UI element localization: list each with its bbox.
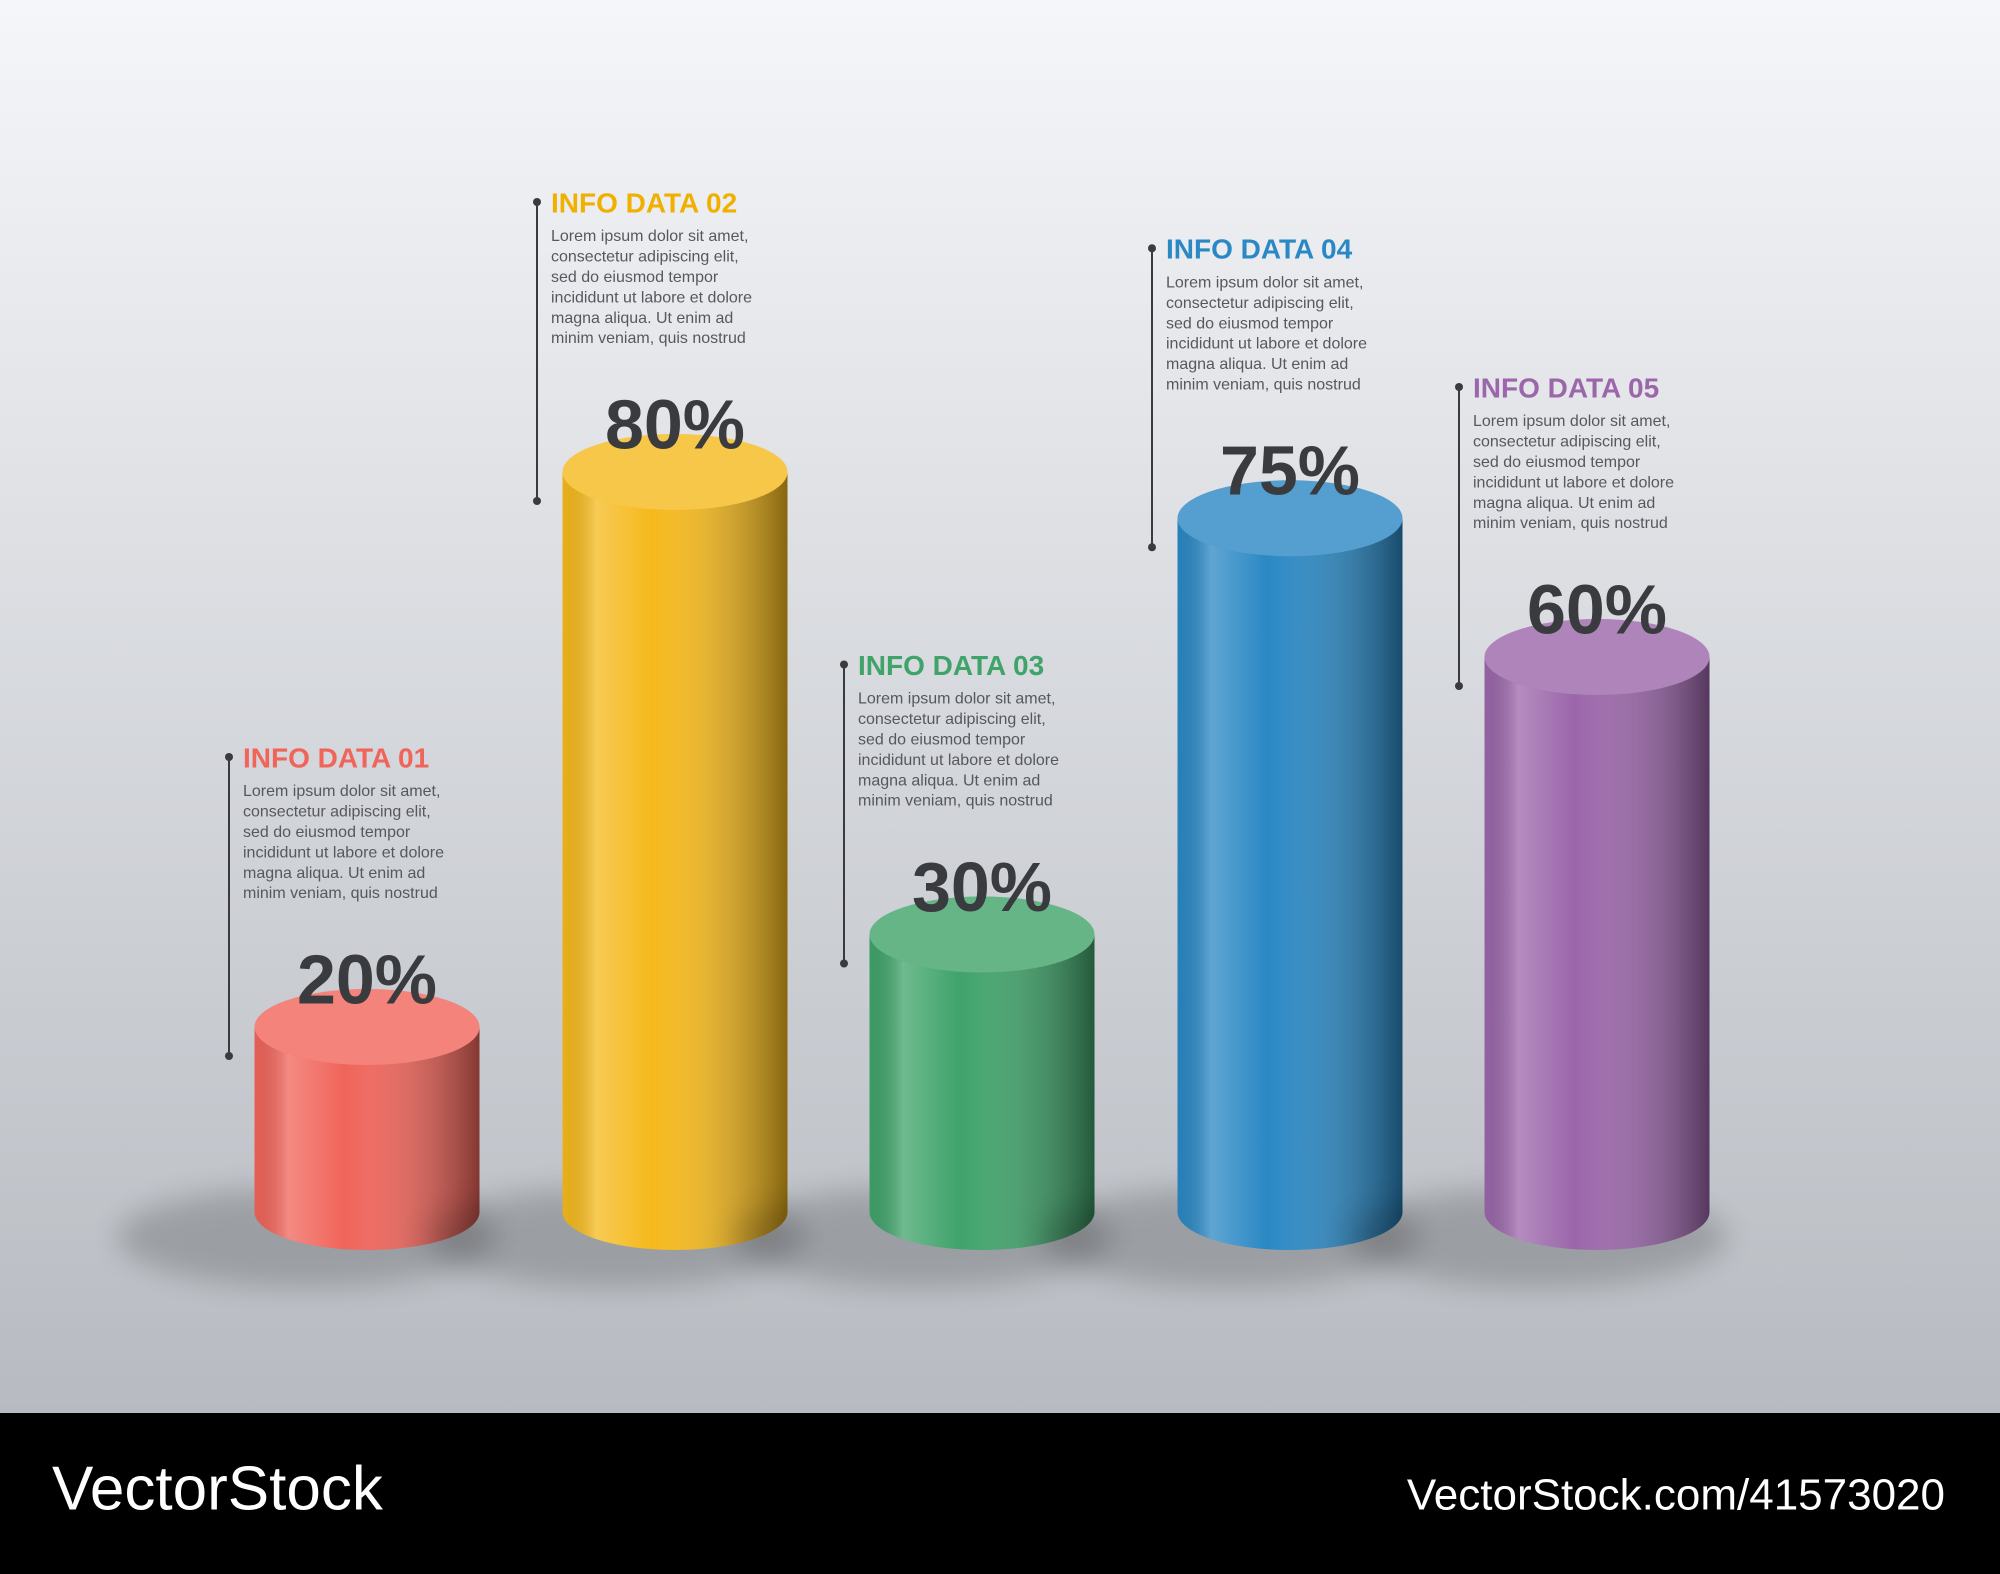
description-line: sed do eiusmod tempor: [551, 269, 719, 286]
value-label: 80%: [605, 385, 745, 463]
leader-dot: [1148, 543, 1156, 552]
bar-top-highlight: [254, 989, 480, 1065]
description-line: incididunt ut labore et dolore: [1473, 474, 1674, 491]
leader-dot: [1148, 244, 1156, 253]
description-line: Lorem ipsum dolor sit amet,: [858, 691, 1055, 708]
description-line: incididunt ut labore et dolore: [858, 752, 1059, 769]
description-line: magna aliqua. Ut enim ad: [858, 772, 1040, 789]
category-label: INFO DATA 04: [1166, 234, 1353, 265]
description-line: magna aliqua. Ut enim ad: [243, 865, 425, 882]
watermark-url: VectorStock.com/41573020: [1407, 1471, 1945, 1520]
description-line: consectetur adipiscing elit,: [551, 249, 739, 266]
description-line: sed do eiusmod tempor: [858, 732, 1026, 749]
description-line: Lorem ipsum dolor sit amet,: [1166, 274, 1363, 291]
description-line: consectetur adipiscing elit,: [1473, 434, 1661, 451]
bar-top-highlight: [1177, 480, 1403, 557]
bar-top: [254, 989, 480, 1065]
bar-shading: [869, 934, 1095, 1250]
description-line: minim veniam, quis nostrud: [551, 330, 746, 347]
value-label: 75%: [1220, 432, 1360, 510]
description-line: magna aliqua. Ut enim ad: [1166, 356, 1348, 373]
description-line: consectetur adipiscing elit,: [243, 804, 431, 821]
bar-shading: [562, 472, 788, 1250]
description-line: minim veniam, quis nostrud: [1166, 376, 1361, 393]
description-line: consectetur adipiscing elit,: [858, 711, 1046, 728]
description-line: sed do eiusmod tempor: [1166, 315, 1334, 332]
leader-dot: [1455, 383, 1463, 391]
description-line: minim veniam, quis nostrud: [1473, 515, 1668, 532]
bar-top: [562, 434, 788, 510]
description-line: incididunt ut labore et dolore: [243, 844, 444, 861]
value-label: 60%: [1527, 570, 1667, 648]
leader-dot: [225, 1052, 233, 1060]
leader-dot: [840, 959, 848, 968]
watermark-brand: VectorStock: [52, 1454, 384, 1523]
bar-shading: [1177, 518, 1403, 1250]
description-line: incididunt ut labore et dolore: [551, 289, 752, 306]
category-label: INFO DATA 02: [551, 187, 737, 218]
bar-top: [869, 896, 1095, 973]
description-line: Lorem ipsum dolor sit amet,: [551, 228, 748, 245]
category-label: INFO DATA 05: [1473, 372, 1659, 403]
description-line: incididunt ut labore et dolore: [1166, 336, 1367, 353]
category-label: INFO DATA 01: [243, 742, 429, 773]
value-label: 30%: [912, 848, 1052, 926]
footer-bar: [0, 1413, 2000, 1574]
category-label: INFO DATA 03: [858, 650, 1044, 681]
bar-shading: [254, 1027, 480, 1250]
description-line: minim veniam, quis nostrud: [243, 885, 438, 902]
description-line: magna aliqua. Ut enim ad: [551, 310, 733, 327]
description-line: consectetur adipiscing elit,: [1166, 295, 1354, 312]
bar-top-highlight: [562, 434, 788, 510]
bar-top: [1484, 619, 1710, 695]
leader-dot: [225, 753, 233, 761]
value-label: 20%: [297, 940, 437, 1018]
leader-dot: [533, 198, 541, 206]
bar-top-highlight: [1484, 619, 1710, 695]
description-line: minim veniam, quis nostrud: [858, 793, 1053, 810]
description-line: sed do eiusmod tempor: [243, 824, 411, 841]
leader-dot: [840, 660, 848, 669]
description-line: Lorem ipsum dolor sit amet,: [1473, 413, 1670, 430]
bar-top-highlight: [869, 896, 1095, 973]
description-line: sed do eiusmod tempor: [1473, 454, 1641, 471]
description-line: Lorem ipsum dolor sit amet,: [243, 783, 440, 800]
bar-top: [1177, 480, 1403, 557]
bar-shading: [1484, 657, 1710, 1250]
description-line: magna aliqua. Ut enim ad: [1473, 495, 1655, 512]
leader-dot: [1455, 682, 1463, 690]
leader-dot: [533, 497, 541, 505]
